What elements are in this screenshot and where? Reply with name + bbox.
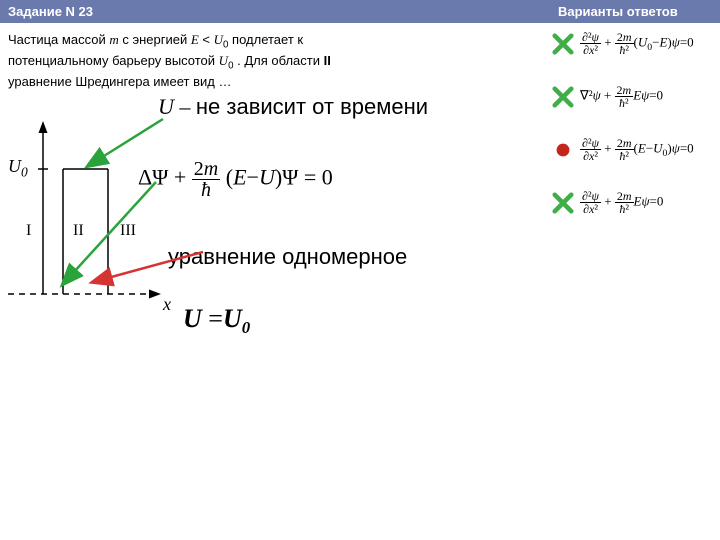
task-label: Задание N 23 [0,0,550,23]
question-panel: Частица массой m с энергией E < U0 подле… [0,23,550,422]
header: Задание N 23 Варианты ответов [0,0,720,23]
q-U0b: U [219,53,228,68]
axis-u0: U0 [8,156,28,181]
q-U0: U [214,32,223,47]
barrier-diagram [8,114,528,374]
q-t3: подлетает к [228,32,303,47]
region-3: III [120,222,136,240]
diagram-area: U – не зависит от времени ΔΨ + 2mħ (E−U)… [8,94,528,414]
axis-x: x [163,294,171,315]
dot-icon [552,139,574,161]
answers-panel: ∂²ψ∂x² + 2mħ²(U0−E)ψ=0 ∇²ψ + 2mħ²Eψ=0 ∂²… [550,23,720,422]
cross-icon [552,86,574,108]
q-t2: с энергией [119,32,191,47]
axis-u0-u: U [8,156,21,176]
q-t5: . Для области [234,53,324,68]
axis-u0-s: 0 [21,165,28,180]
q-t6: уравнение Шредингера имеет вид … [8,74,231,89]
cross-icon [552,33,574,55]
q-m: m [109,32,118,47]
answer-option[interactable]: ∂²ψ∂x² + 2mħ²(E−U0)ψ=0 [552,137,720,162]
q-lt: < [199,32,214,47]
answer-option[interactable]: ∇²ψ + 2mħ²Eψ=0 [552,84,720,109]
answer-eq: ∂²ψ∂x² + 2mħ²Eψ=0 [580,190,663,215]
answer-eq: ∂²ψ∂x² + 2mħ²(U0−E)ψ=0 [580,31,694,56]
answer-option[interactable]: ∂²ψ∂x² + 2mħ²(U0−E)ψ=0 [552,31,720,56]
region-2: II [73,222,84,240]
answer-option[interactable]: ∂²ψ∂x² + 2mħ²Eψ=0 [552,190,720,215]
q-E: E [191,32,199,47]
q-t1: Частица массой [8,32,109,47]
answer-eq: ∂²ψ∂x² + 2mħ²(E−U0)ψ=0 [580,137,694,162]
question-text: Частица массой m с энергией E < U0 подле… [8,31,540,90]
answers-label: Варианты ответов [550,0,720,23]
cross-icon [552,192,574,214]
region-1: I [26,222,31,240]
body: Частица массой m с энергией E < U0 подле… [0,23,720,422]
q-t4: потенциальному барьеру высотой [8,53,219,68]
answer-eq: ∇²ψ + 2mħ²Eψ=0 [580,84,663,109]
q-II: II [324,53,331,68]
